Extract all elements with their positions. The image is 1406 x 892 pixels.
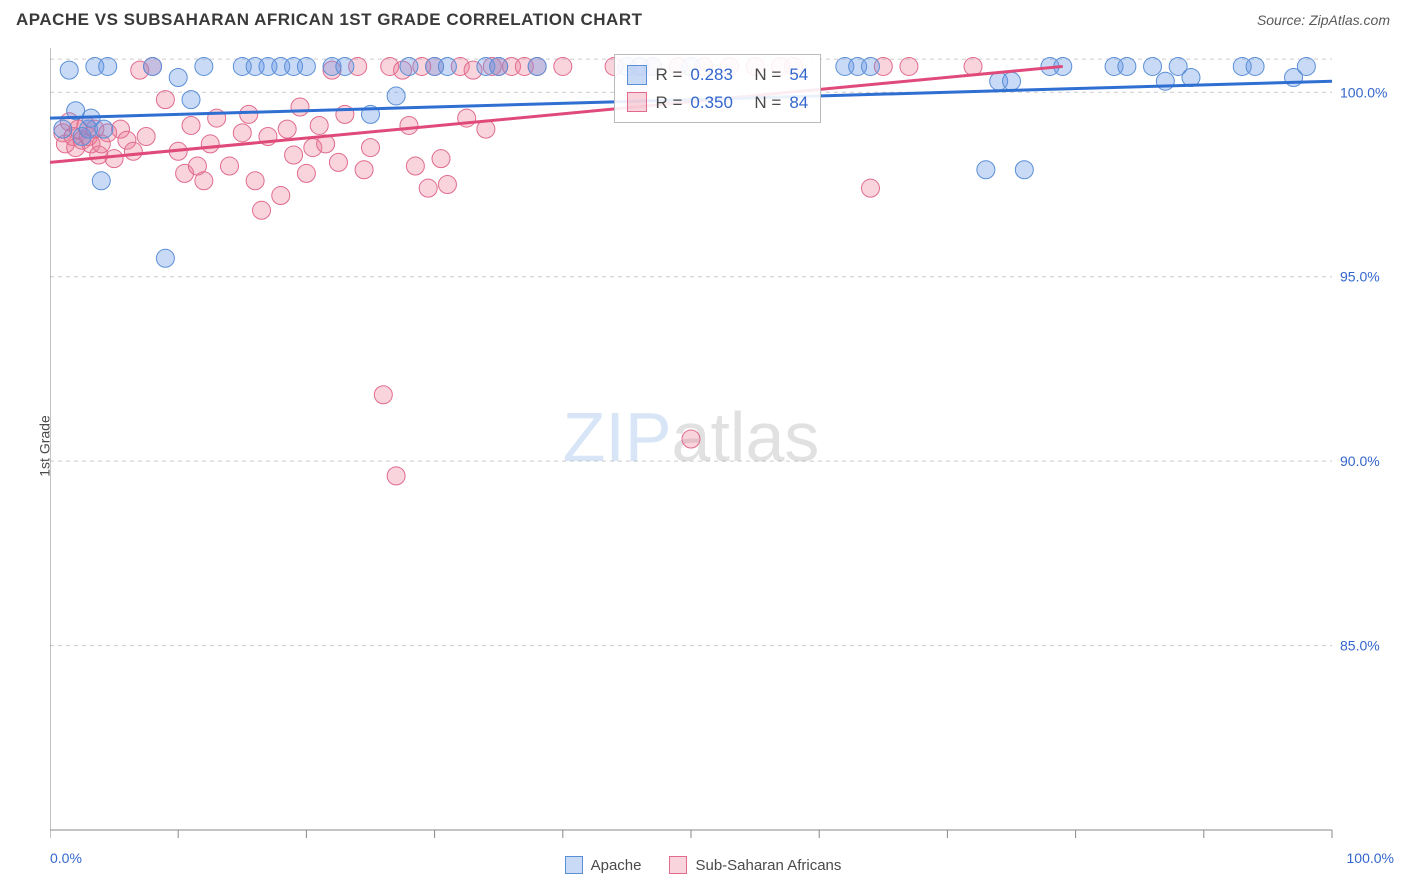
stats-swatch xyxy=(627,65,647,85)
svg-text:95.0%: 95.0% xyxy=(1340,269,1380,285)
legend-swatch-apache xyxy=(565,856,583,874)
source-attribution: Source: ZipAtlas.com xyxy=(1257,12,1390,28)
legend-item-apache: Apache xyxy=(565,856,642,874)
stats-swatch xyxy=(627,92,647,112)
svg-text:100.0%: 100.0% xyxy=(1340,84,1387,100)
stats-box: R =0.283N =54R =0.350N =84 xyxy=(614,54,821,122)
legend: Apache Sub-Saharan Africans xyxy=(0,856,1406,874)
svg-text:90.0%: 90.0% xyxy=(1340,453,1380,469)
scatter-plot: 85.0%90.0%95.0%100.0%ZIPatlas xyxy=(50,48,1394,844)
stats-row-subsaharan: R =0.350N =84 xyxy=(627,89,808,116)
chart-area: 85.0%90.0%95.0%100.0%ZIPatlas R =0.283N … xyxy=(50,48,1394,844)
legend-swatch-subsaharan xyxy=(669,856,687,874)
legend-item-subsaharan: Sub-Saharan Africans xyxy=(669,856,841,874)
chart-title: APACHE VS SUBSAHARAN AFRICAN 1ST GRADE C… xyxy=(16,10,642,30)
legend-label-apache: Apache xyxy=(591,857,642,874)
svg-text:85.0%: 85.0% xyxy=(1340,638,1380,654)
legend-label-subsaharan: Sub-Saharan Africans xyxy=(695,857,841,874)
stats-row-apache: R =0.283N =54 xyxy=(627,61,808,88)
